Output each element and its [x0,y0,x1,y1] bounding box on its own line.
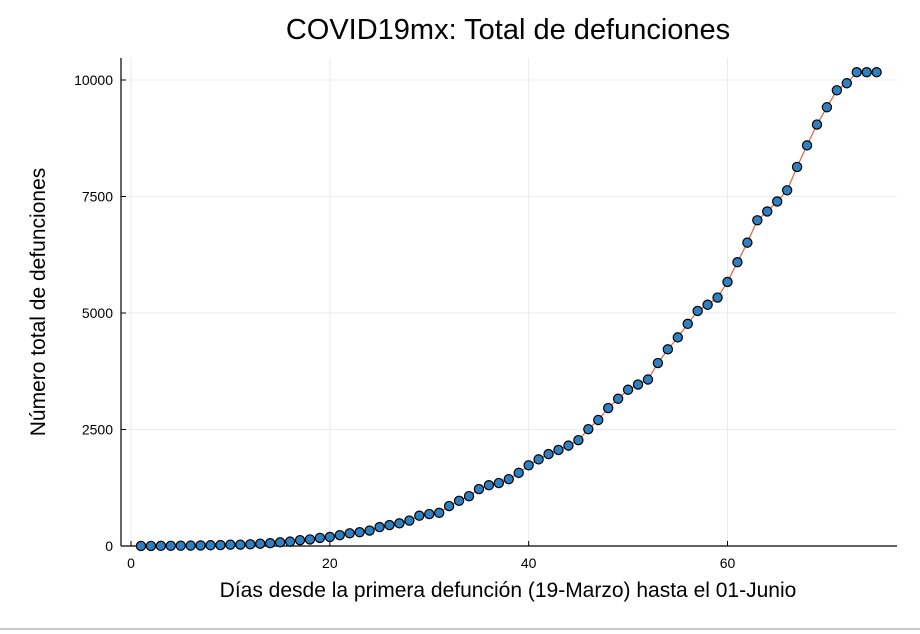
y-tick-label: 0 [105,538,113,554]
data-point [871,67,882,78]
data-point [374,521,385,533]
x-axis-label: Días desde la primera defunción (19-Marz… [220,579,797,602]
data-point [185,540,196,551]
data-point [424,508,435,520]
x-tick-label: 40 [521,555,537,571]
data-point [314,532,326,544]
data-point [742,237,753,248]
data-point [603,402,614,414]
data-point [632,379,644,390]
y-tick-label: 7500 [82,189,113,205]
data-points [135,67,882,552]
data-point [145,540,157,552]
data-point [682,318,693,330]
data-point [453,495,465,506]
data-point [752,215,763,226]
data-point [573,434,584,446]
data-point [811,119,823,130]
data-point [334,529,345,541]
data-point [404,515,415,526]
data-point [553,444,564,456]
data-point [284,536,296,547]
data-point [294,534,306,546]
data-point [702,299,713,310]
y-tick-label: 2500 [82,422,113,438]
data-point [175,540,186,551]
grid-lines [121,58,897,547]
data-point [513,467,524,479]
data-point [433,507,445,519]
data-point [851,67,862,78]
data-point [781,185,793,196]
data-point [642,374,654,385]
data-point [274,537,286,548]
y-tick-label: 5000 [82,305,113,321]
data-point [722,276,733,288]
data-point [533,454,544,465]
data-point [324,531,336,543]
x-tick-label: 20 [322,555,338,571]
data-point [791,161,803,173]
x-tick-label: 0 [127,555,135,571]
data-point [692,305,703,317]
data-point [762,206,773,217]
data-point [772,196,783,207]
data-point [712,292,723,303]
data-point [503,473,514,485]
data-point [622,384,634,395]
y-tick-label: 10000 [74,72,113,88]
data-point [543,448,554,460]
data-point [583,423,594,435]
data-point [235,539,246,550]
data-point [215,539,226,551]
data-point [801,140,813,151]
y-axis-label: Número total de defunciones [27,168,50,437]
data-point [354,527,365,538]
data-point [155,540,167,552]
data-point [394,518,405,529]
data-point [443,500,455,512]
data-point [195,540,206,551]
data-point [165,540,176,551]
data-point [264,538,276,549]
data-point [135,540,147,552]
data-point [732,257,743,268]
data-point [841,78,853,89]
x-tick-label: 60 [720,555,736,571]
data-point [473,483,485,495]
data-point [563,440,574,451]
data-point [672,332,683,343]
data-point [821,102,833,113]
data-point [493,477,505,489]
data-point [414,510,425,521]
bottom-divider [0,628,920,630]
data-point [831,85,843,96]
data-point [245,539,256,550]
data-point [593,414,604,426]
chart-title: COVID19mx: Total de defunciones [286,14,730,46]
data-point [344,528,355,539]
tick-labels: 0 20 40 60 0 2500 5000 7500 10000 [74,72,735,571]
data-point [225,539,236,550]
data-point [662,344,674,355]
data-point [255,538,266,549]
data-point [861,67,872,78]
data-point [364,525,375,536]
data-point [384,519,395,531]
data-point [483,479,495,491]
data-point [652,357,664,369]
data-point [463,490,475,502]
data-point [523,460,534,471]
axes [120,58,897,547]
data-point [304,534,316,545]
data-point [205,540,216,551]
data-point [612,393,624,404]
